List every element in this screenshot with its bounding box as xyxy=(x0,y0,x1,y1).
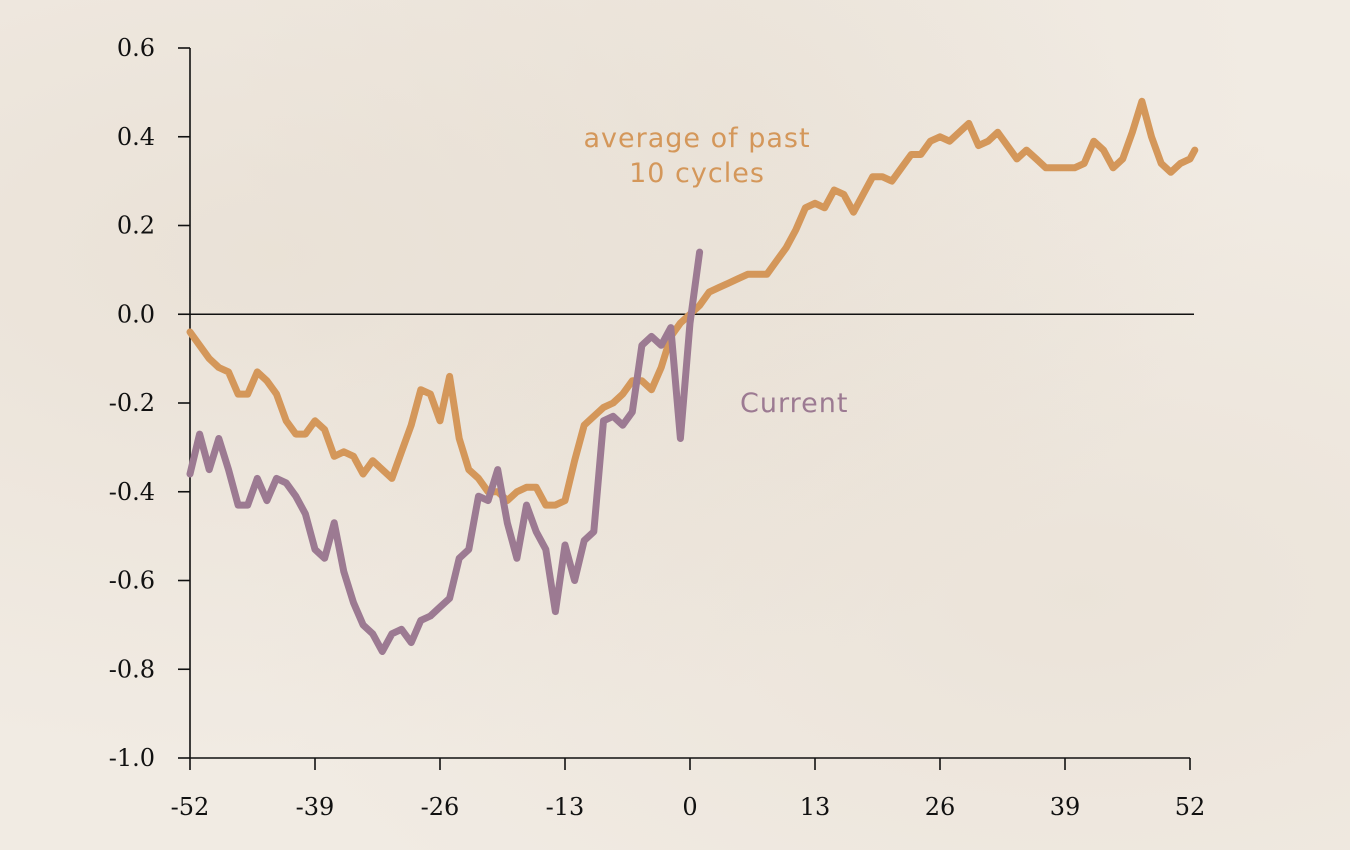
current-series-line xyxy=(186,248,704,655)
x-tick-label: -39 xyxy=(296,793,335,821)
average-series-label-line2: 10 cycles xyxy=(629,158,765,189)
x-tick-label: 39 xyxy=(1050,793,1081,821)
x-tick-label: -26 xyxy=(421,793,460,821)
series-layer xyxy=(186,97,1199,655)
x-tick-label: 13 xyxy=(800,793,831,821)
average-series-label-line1: average of past xyxy=(583,123,810,154)
y-tick-label: 0.2 xyxy=(117,212,155,240)
y-tick-label: 0.6 xyxy=(117,34,155,62)
y-tick-label: -0.8 xyxy=(109,655,155,683)
y-tick-label: -0.2 xyxy=(109,389,155,417)
current-series-label: Current xyxy=(740,388,848,419)
x-tick-label: -52 xyxy=(171,793,210,821)
y-tick-label: -0.4 xyxy=(109,478,155,506)
x-tick-label: -13 xyxy=(546,793,585,821)
x-tick-label: 26 xyxy=(925,793,956,821)
x-tick-label: 0 xyxy=(682,793,697,821)
y-tick-label: -0.6 xyxy=(109,567,155,595)
y-tick-label: -1.0 xyxy=(109,744,155,772)
x-tick-label: 52 xyxy=(1175,793,1206,821)
y-tick-label: 0.4 xyxy=(117,123,155,151)
axes: 0.6 0.4 0.2 0.0 -0.2 -0.4 -0.6 -0.8 -1.0 -52 -39 -2… xyxy=(109,34,1206,821)
series-labels: average of past 10 cycles Current xyxy=(583,123,848,419)
y-tick-label: 0.0 xyxy=(117,300,155,328)
